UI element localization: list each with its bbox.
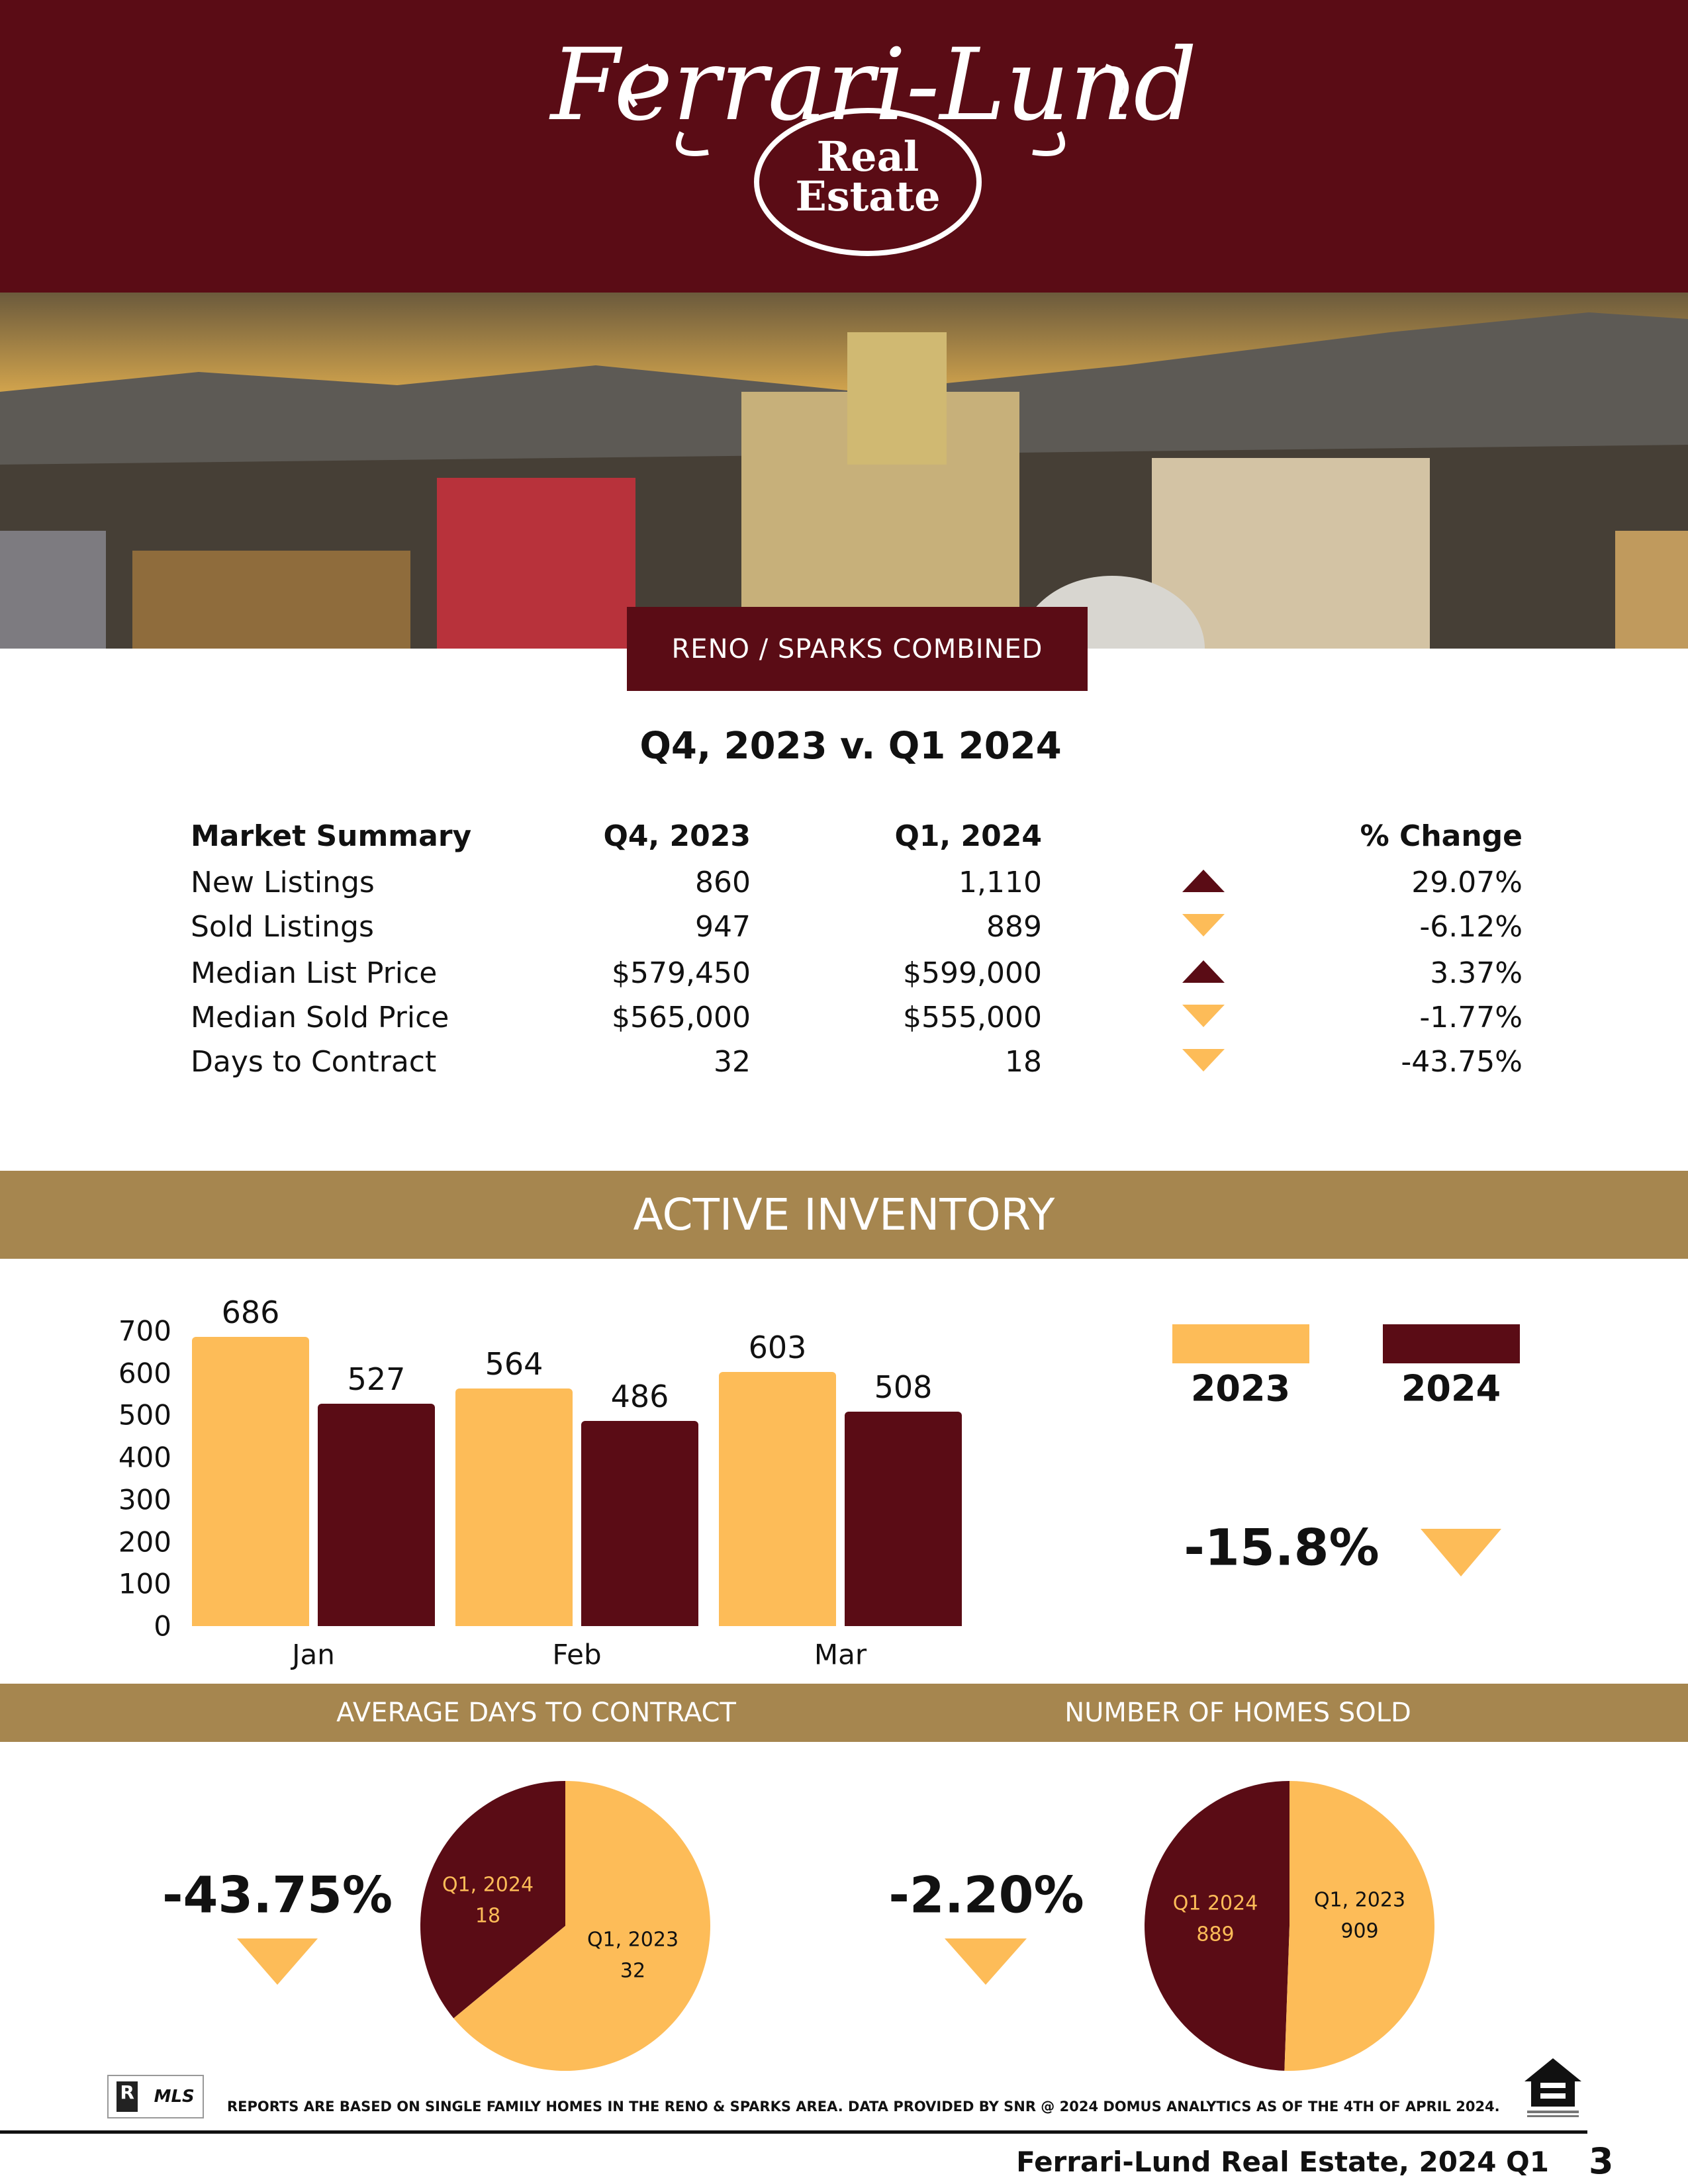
footer-divider — [0, 2130, 1587, 2134]
down-arrow-icon — [1182, 1005, 1225, 1027]
y-tick-label: 400 — [118, 1441, 171, 1474]
header-q1: Q1, 2024 — [894, 819, 1042, 853]
bar-2024-Jan — [318, 1404, 435, 1626]
slice-value: 889 — [1196, 1923, 1235, 1946]
days-to-contract-change: -43.75% — [162, 1865, 393, 1925]
x-tick-label: Jan — [292, 1638, 335, 1671]
slice-name: Q1, 2023 — [1313, 1888, 1406, 1912]
pie-slice-label: Q1, 2023 909 — [1314, 1886, 1405, 1947]
row-label: Median List Price — [191, 956, 438, 990]
down-arrow-icon — [1182, 1049, 1225, 1071]
row-label: Median Sold Price — [191, 1001, 449, 1034]
row-q4-value: 860 — [695, 866, 751, 899]
row-q4-value: 947 — [695, 910, 751, 944]
bar-value-label: 508 — [874, 1369, 933, 1406]
inventory-change: -15.8% — [1184, 1518, 1380, 1577]
row-change-value: -6.12% — [1419, 910, 1523, 944]
footer-disclaimer: REPORTS ARE BASED ON SINGLE FAMILY HOMES… — [227, 2099, 1500, 2115]
down-arrow-icon — [1421, 1529, 1501, 1576]
region-tag: RENO / SPARKS COMBINED — [627, 607, 1088, 691]
x-tick-label: Mar — [814, 1638, 867, 1671]
header-q4: Q4, 2023 — [603, 819, 751, 853]
bar-2023-Jan — [192, 1336, 309, 1626]
legend-swatch-2023 — [1172, 1324, 1309, 1363]
down-arrow-icon — [945, 1938, 1027, 1985]
row-q1-value: $555,000 — [903, 1001, 1042, 1034]
lower-section-band: AVERAGE DAYS TO CONTRACT NUMBER OF HOMES… — [0, 1684, 1688, 1742]
row-change-value: 29.07% — [1411, 866, 1523, 899]
slice-value: 18 — [475, 1904, 501, 1927]
footer-brand-line: Ferrari-Lund Real Estate, 2024 Q1 — [1016, 2146, 1549, 2178]
x-tick-label: Feb — [552, 1638, 602, 1671]
mls-logo: R MLS — [107, 2075, 204, 2118]
mls-text: MLS — [154, 2087, 195, 2107]
homes-sold-change: -2.20% — [888, 1865, 1084, 1925]
row-q4-value: 32 — [714, 1045, 751, 1079]
slice-name: Q1, 2023 — [586, 1928, 679, 1952]
row-change-value: 3.37% — [1430, 956, 1523, 990]
down-arrow-icon — [237, 1938, 318, 1985]
slice-value: 909 — [1340, 1919, 1379, 1942]
pie-slice-label: Q1, 2023 32 — [587, 1925, 679, 1987]
logo-sub-estate: Estate — [795, 172, 940, 220]
row-label: Sold Listings — [191, 910, 374, 944]
bar-2023-Feb — [455, 1388, 573, 1626]
logo-sub-real: Real — [817, 132, 919, 181]
legend-swatch-2024 — [1383, 1324, 1520, 1363]
y-tick-label: 700 — [118, 1314, 171, 1347]
row-q1-value: 889 — [986, 910, 1042, 944]
bar-value-label: 603 — [748, 1329, 807, 1365]
y-tick-label: 0 — [154, 1610, 171, 1643]
y-tick-label: 600 — [118, 1357, 171, 1390]
bar-2023-Mar — [719, 1371, 836, 1626]
up-arrow-icon — [1182, 870, 1225, 892]
row-label: Days to Contract — [191, 1045, 437, 1079]
bar-2024-Mar — [845, 1412, 962, 1626]
legend-label-2024: 2024 — [1401, 1367, 1501, 1410]
row-change-value: -1.77% — [1419, 1001, 1523, 1034]
row-label: New Listings — [191, 866, 375, 899]
page-number: 3 — [1589, 2140, 1614, 2182]
pie-slice-label: Q1 2024 889 — [1173, 1889, 1258, 1950]
row-q1-value: $599,000 — [903, 956, 1042, 990]
company-logo: Ferrari-Lund Real Estate — [549, 28, 1197, 256]
city-skyline-photo — [0, 293, 1688, 721]
equal-housing-icon — [1524, 2058, 1581, 2117]
y-tick-label: 100 — [118, 1567, 171, 1600]
row-change-value: -43.75% — [1401, 1045, 1523, 1079]
pie-slice-label: Q1, 2024 18 — [442, 1870, 534, 1932]
bar-value-label: 527 — [347, 1361, 406, 1398]
bar-2024-Feb — [581, 1421, 698, 1626]
legend-label-2023: 2023 — [1190, 1367, 1291, 1410]
row-q1-value: 1,110 — [959, 866, 1042, 899]
homes-sold-heading: NUMBER OF HOMES SOLD — [1064, 1698, 1411, 1728]
row-q4-value: $579,450 — [612, 956, 751, 990]
header-market-summary: Market Summary — [191, 819, 472, 853]
slice-name: Q1 2024 — [1172, 1891, 1258, 1915]
slice-name: Q1, 2024 — [442, 1873, 534, 1897]
logo-brand: Ferrari-Lund — [549, 28, 1197, 143]
realtor-icon: R — [117, 2081, 138, 2112]
y-tick-label: 200 — [118, 1525, 171, 1559]
bar-value-label: 486 — [610, 1379, 669, 1415]
y-tick-label: 500 — [118, 1398, 171, 1432]
active-inventory-title: ACTIVE INVENTORY — [633, 1189, 1055, 1240]
slice-value: 32 — [620, 1959, 646, 1982]
active-inventory-band: ACTIVE INVENTORY — [0, 1171, 1688, 1259]
header-change: % Change — [1360, 819, 1523, 853]
bar-value-label: 686 — [221, 1294, 280, 1330]
y-tick-label: 300 — [118, 1483, 171, 1516]
header-banner: Ferrari-Lund Real Estate — [0, 0, 1688, 293]
row-q1-value: 18 — [1005, 1045, 1042, 1079]
comparison-title: Q4, 2023 v. Q1 2024 — [639, 725, 1062, 768]
days-to-contract-heading: AVERAGE DAYS TO CONTRACT — [336, 1698, 736, 1728]
down-arrow-icon — [1182, 914, 1225, 936]
up-arrow-icon — [1182, 960, 1225, 983]
row-q4-value: $565,000 — [612, 1001, 751, 1034]
bar-value-label: 564 — [485, 1345, 543, 1382]
